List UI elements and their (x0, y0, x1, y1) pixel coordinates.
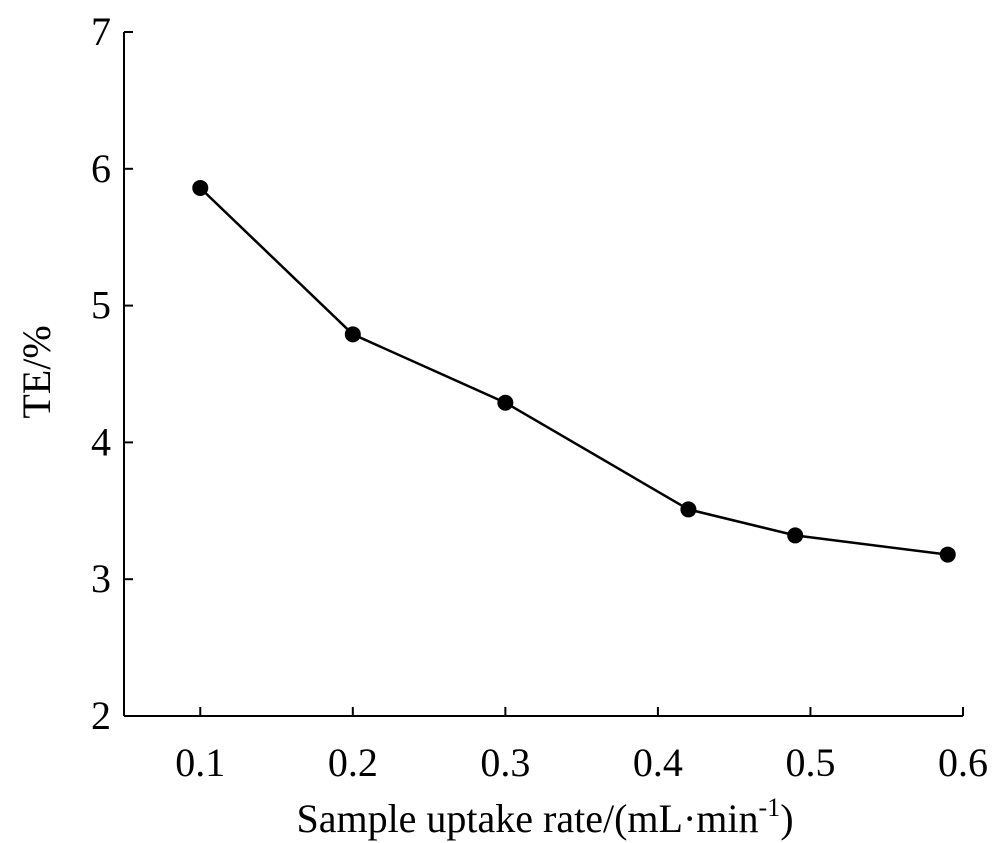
x-tick-label: 0.5 (785, 740, 835, 785)
x-tick-label: 0.1 (175, 740, 225, 785)
y-tick-label: 4 (91, 419, 111, 464)
data-point (344, 326, 361, 343)
x-axis-title-superscript: -1 (759, 793, 781, 822)
data-point (787, 527, 804, 544)
x-tick-label: 0.3 (480, 740, 530, 785)
data-point (192, 179, 209, 196)
y-tick-label: 2 (91, 693, 111, 738)
x-axis-title: Sample uptake rate/(mL·min-1) (296, 793, 793, 841)
data-point (497, 394, 514, 411)
y-tick-label: 6 (91, 146, 111, 191)
y-axis-title: TE/% (14, 325, 59, 418)
x-axis-title-main: Sample uptake rate/(mL·min (296, 796, 758, 841)
x-tick-label: 0.4 (633, 740, 683, 785)
y-tick-label: 7 (91, 9, 111, 54)
x-tick-label: 0.6 (938, 740, 988, 785)
ticks: 2 3 4 5 6 7 0.1 0.2 0.3 0.4 0.5 0.6 (91, 9, 988, 785)
data-point (680, 501, 697, 518)
x-axis-title-close: ) (780, 796, 793, 841)
series-line (199, 187, 948, 556)
data-point (939, 546, 956, 563)
axes (123, 32, 963, 717)
series-layer (192, 179, 956, 563)
x-tick-label: 0.2 (328, 740, 378, 785)
y-tick-label: 3 (91, 556, 111, 601)
y-tick-label: 5 (91, 283, 111, 328)
